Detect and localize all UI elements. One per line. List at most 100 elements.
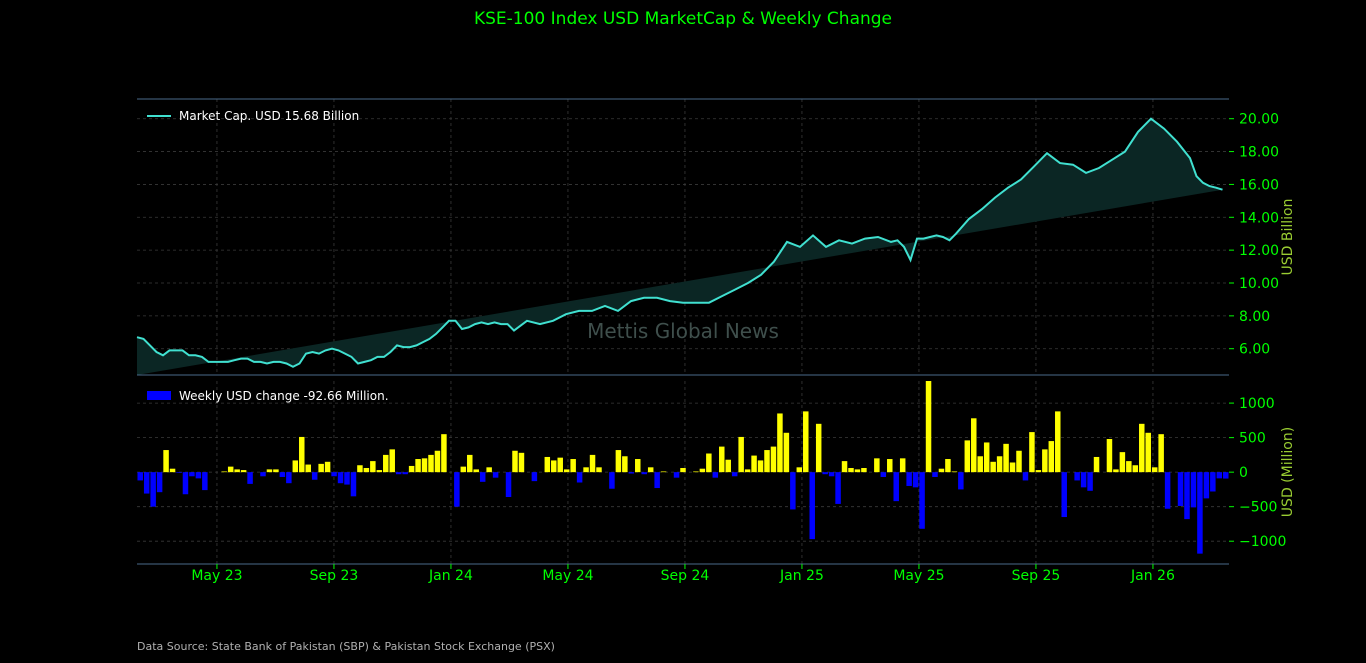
weekly-change-bar bbox=[337, 472, 344, 484]
weekly-change-bar bbox=[292, 460, 299, 473]
weekly-change-bar bbox=[958, 472, 964, 490]
weekly-change-bar bbox=[408, 465, 415, 473]
weekly-change-bar bbox=[1087, 472, 1093, 491]
weekly-change-bar bbox=[835, 472, 841, 504]
weekly-change-bar bbox=[460, 466, 467, 473]
weekly-change-bar bbox=[1151, 467, 1158, 473]
weekly-change-y-ticks: −1000 −500 0 500 1000 bbox=[1229, 396, 1286, 550]
weekly-change-bar bbox=[848, 468, 854, 473]
weekly-change-bar bbox=[583, 467, 589, 473]
weekly-change-bar bbox=[370, 461, 376, 473]
weekly-change-bar bbox=[454, 472, 460, 507]
market-cap-y-tick-label: 20.00 bbox=[1239, 112, 1279, 128]
weekly-change-bar bbox=[1210, 472, 1216, 492]
weekly-change-bar bbox=[311, 472, 318, 480]
market-cap-y-tick-label: 10.00 bbox=[1239, 276, 1279, 292]
weekly-change-bar bbox=[286, 472, 292, 484]
weekly-change-bar bbox=[467, 454, 473, 473]
market-cap-y-tick-label: 12.00 bbox=[1239, 243, 1279, 259]
weekly-change-bar bbox=[1158, 434, 1164, 473]
weekly-change-bar bbox=[357, 465, 363, 473]
x-tick-label: May 23 bbox=[191, 568, 242, 584]
market-cap-y-tick-label: 6.00 bbox=[1239, 342, 1270, 358]
weekly-change-bar bbox=[1126, 461, 1132, 473]
weekly-change-bar bbox=[887, 459, 893, 473]
weekly-change-bar bbox=[363, 468, 370, 473]
weekly-change-bar bbox=[641, 472, 647, 475]
weekly-change-bar bbox=[1061, 472, 1067, 518]
weekly-change-bar bbox=[428, 454, 434, 473]
weekly-change-bar bbox=[893, 472, 899, 502]
weekly-change-bar bbox=[770, 446, 777, 473]
weekly-change-bar bbox=[544, 456, 551, 473]
weekly-change-y-axis-title: USD (Million) bbox=[1280, 427, 1296, 517]
weekly-change-bar bbox=[880, 472, 887, 477]
weekly-change-bar bbox=[660, 471, 667, 473]
weekly-change-bar bbox=[815, 423, 822, 473]
x-tick-label: May 25 bbox=[893, 568, 944, 584]
weekly-change-bar bbox=[725, 459, 731, 473]
weekly-change-bar bbox=[1119, 452, 1126, 473]
weekly-change-bar bbox=[1035, 470, 1042, 473]
weekly-change-bar bbox=[945, 459, 951, 473]
weekly-change-bar bbox=[699, 468, 706, 473]
weekly-change-bar bbox=[260, 472, 266, 477]
weekly-change-legend-label: Weekly USD change -92.66 Million. bbox=[179, 389, 389, 403]
weekly-change-bar bbox=[156, 472, 163, 493]
weekly-change-bar bbox=[874, 458, 880, 473]
weekly-change-bar bbox=[777, 413, 783, 473]
weekly-change-bar bbox=[441, 434, 447, 473]
weekly-change-bar bbox=[512, 450, 518, 473]
weekly-change-bar bbox=[635, 459, 641, 473]
weekly-change-bar bbox=[402, 472, 408, 475]
weekly-change-bar bbox=[389, 449, 395, 473]
weekly-change-bar bbox=[828, 472, 835, 477]
market-cap-y-axis-title: USD Billion bbox=[1280, 199, 1296, 276]
weekly-change-bar bbox=[247, 472, 253, 484]
weekly-change-bar bbox=[479, 472, 486, 482]
weekly-change-bar bbox=[1048, 441, 1055, 473]
weekly-change-bar bbox=[1022, 472, 1029, 481]
weekly-change-y-tick-label: 1000 bbox=[1239, 396, 1275, 412]
weekly-change-bar bbox=[395, 472, 402, 475]
weekly-change-bar bbox=[421, 458, 428, 473]
weekly-change-bar bbox=[570, 459, 576, 473]
weekly-change-bar bbox=[1216, 472, 1223, 479]
weekly-change-panel: −1000 −500 0 500 1000 USD (Million) Weekly U… bbox=[137, 381, 1296, 584]
weekly-change-y-tick-label: 500 bbox=[1239, 431, 1266, 447]
weekly-change-bar bbox=[647, 467, 654, 473]
weekly-change-bar bbox=[764, 450, 770, 473]
weekly-change-bar bbox=[383, 454, 389, 473]
weekly-change-bar bbox=[1113, 469, 1119, 473]
weekly-change-bar bbox=[137, 472, 143, 481]
weekly-change-bar bbox=[673, 472, 680, 478]
weekly-change-bar bbox=[654, 472, 660, 489]
weekly-change-bar bbox=[622, 456, 628, 473]
weekly-change-bar bbox=[318, 463, 324, 473]
weekly-change-legend-swatch bbox=[147, 391, 171, 400]
x-tick-label: May 24 bbox=[542, 568, 593, 584]
weekly-change-bar bbox=[176, 472, 182, 473]
weekly-change-bar bbox=[1132, 465, 1139, 473]
weekly-change-bar bbox=[234, 469, 240, 473]
weekly-change-bar bbox=[1042, 449, 1048, 473]
market-cap-y-tick-label: 18.00 bbox=[1239, 145, 1279, 161]
weekly-change-bar bbox=[344, 472, 350, 485]
weekly-change-bar bbox=[977, 456, 983, 473]
weekly-change-bar bbox=[273, 469, 279, 473]
weekly-change-bar bbox=[169, 468, 176, 473]
x-tick-label: Jan 24 bbox=[428, 568, 473, 584]
market-cap-legend-label: Market Cap. USD 15.68 Billion bbox=[179, 109, 359, 123]
weekly-change-bar bbox=[712, 472, 719, 478]
weekly-change-bar bbox=[615, 450, 622, 473]
weekly-change-bar bbox=[1223, 472, 1229, 479]
weekly-change-y-tick-label: 0 bbox=[1239, 465, 1248, 481]
market-cap-y-ticks: 6.00 8.00 10.00 12.00 14.00 16.00 18.00 20.00 bbox=[1229, 112, 1279, 358]
weekly-change-bar bbox=[143, 472, 150, 494]
weekly-change-bar bbox=[486, 467, 492, 473]
weekly-change-bar bbox=[757, 460, 764, 473]
weekly-change-bar bbox=[473, 469, 479, 473]
weekly-change-bar bbox=[1177, 472, 1184, 506]
weekly-change-bar bbox=[551, 460, 557, 473]
